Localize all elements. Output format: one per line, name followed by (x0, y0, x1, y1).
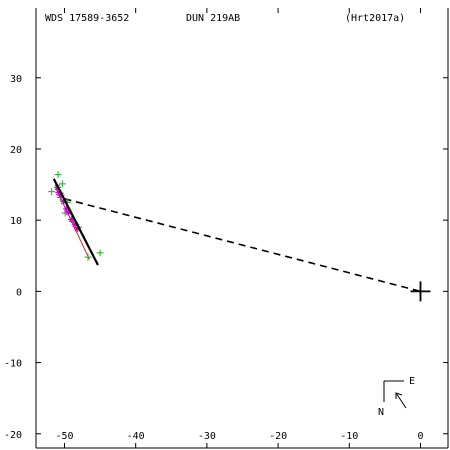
observation-asterisk (65, 208, 73, 216)
x-tick-label: -30 (198, 431, 216, 442)
x-tick-label: -20 (269, 431, 287, 442)
observation-asterisk (63, 205, 71, 213)
north-label: N (378, 407, 384, 418)
primary-star-marker (410, 281, 431, 302)
orbit-fit-line (52, 178, 99, 266)
observation-asterisk (60, 198, 68, 206)
orientation-compass: E N (378, 376, 415, 418)
observation-asterisk (57, 191, 65, 199)
observation-asterisk (73, 225, 81, 233)
y-tick-label: 20 (10, 145, 22, 156)
x-tick-label: -50 (55, 431, 73, 442)
reference-label: (Hrt2017a) (345, 13, 405, 24)
observation-asterisk (71, 220, 79, 228)
y-tick-label: -20 (4, 430, 22, 441)
observation-plus (96, 249, 104, 257)
east-label: E (409, 376, 415, 387)
observation-plus (84, 253, 92, 261)
x-tick-label: -40 (127, 431, 145, 442)
observation-plus (58, 180, 66, 188)
axes: -50 -40 -30 -20 -10 0 -20 -10 0 10 20 30 (4, 8, 449, 449)
y-tick-label: -10 (4, 359, 22, 370)
observation-plus (54, 171, 62, 179)
y-tick-label: 30 (10, 74, 22, 85)
connector-line (64, 198, 421, 293)
motion-arrow (395, 392, 407, 409)
observation-asterisk (55, 188, 63, 196)
discoverer-label: DUN 219AB (186, 13, 240, 24)
x-tick-label: -10 (340, 431, 358, 442)
observation-plus (48, 188, 56, 196)
chart-marks (48, 171, 431, 302)
y-tick-label: 0 (16, 287, 22, 298)
motion-arrowhead (395, 392, 403, 399)
y-tick-label: 10 (10, 216, 22, 227)
x-tick-label: 0 (417, 431, 423, 442)
observation-asterisk (68, 215, 76, 223)
wds-id-label: WDS 17589-3652 (45, 13, 129, 24)
